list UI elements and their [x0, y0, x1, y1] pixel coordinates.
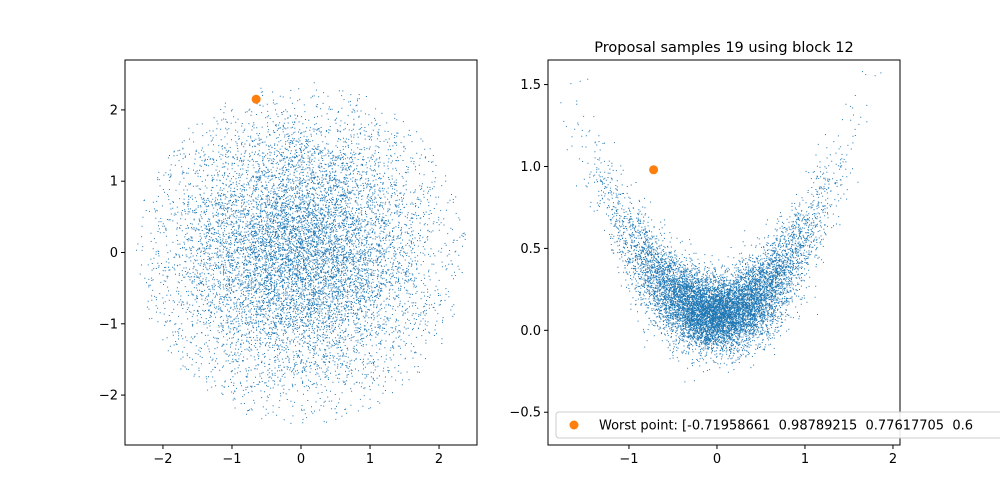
legend-label: Worst point: [-0.71958661 0.98789215 0.7… — [599, 419, 973, 434]
right-subplot: Proposal samples 19 using block 12 −1 0 1 2… — [509, 40, 1000, 467]
y-tick-label: −0.5 — [509, 406, 541, 421]
y-tick-label: 0.0 — [520, 324, 541, 339]
right-axis-ticks: −1 0 1 2 −0.5 0.0 0.5 1.0 1.5 — [509, 78, 897, 467]
y-tick-label: 2 — [110, 103, 118, 118]
x-tick-label: 2 — [889, 452, 897, 467]
sample-points-cloud — [136, 82, 466, 424]
left-worst-point-marker — [251, 94, 261, 104]
y-tick-label: −2 — [99, 389, 118, 404]
right-sample-points — [560, 71, 882, 383]
left-axis-ticks: −2 −1 0 1 2 −2 −1 0 1 2 — [99, 103, 443, 467]
legend: Worst point: [-0.71958661 0.98789215 0.7… — [555, 411, 1000, 439]
x-tick-label: −1 — [222, 452, 241, 467]
legend-box — [555, 411, 1000, 439]
sample-points-cloud — [560, 71, 882, 383]
x-tick-label: −2 — [153, 452, 172, 467]
y-tick-label: 0 — [110, 246, 118, 261]
left-subplot: −2 −1 0 1 2 −2 −1 0 1 2 — [99, 59, 478, 467]
y-tick-label: 1.5 — [520, 78, 541, 93]
x-tick-label: 1 — [366, 452, 374, 467]
y-tick-label: −1 — [99, 317, 118, 332]
y-tick-label: 0.5 — [520, 242, 541, 257]
legend-marker — [569, 420, 579, 430]
left-axes-frame — [124, 59, 478, 446]
right-chart-title: Proposal samples 19 using block 12 — [594, 40, 853, 56]
x-tick-label: 0 — [713, 452, 721, 467]
x-tick-label: −1 — [619, 452, 638, 467]
left-sample-points — [136, 82, 466, 424]
right-worst-point-marker — [649, 165, 659, 175]
x-tick-label: 2 — [435, 452, 443, 467]
y-tick-label: 1 — [110, 175, 118, 190]
right-axes-frame — [547, 59, 901, 446]
x-tick-label: 1 — [801, 452, 809, 467]
x-tick-label: 0 — [297, 452, 305, 467]
y-tick-label: 1.0 — [520, 160, 541, 175]
